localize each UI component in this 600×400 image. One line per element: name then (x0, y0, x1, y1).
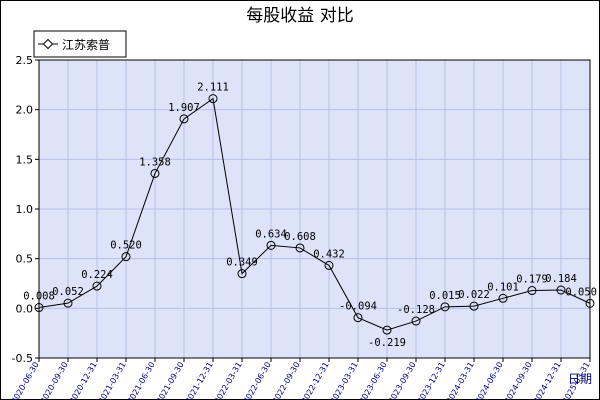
y-tick-label: 2.5 (16, 54, 34, 67)
data-point (411, 316, 421, 326)
legend-marker-icon (42, 38, 54, 50)
data-label: 0.184 (545, 273, 577, 285)
x-tick-label: 2024-09-30 (503, 361, 534, 400)
data-label: 0.179 (516, 274, 548, 286)
data-point (179, 114, 189, 124)
x-tick-label: 2020-12-31 (68, 361, 99, 400)
data-point (585, 298, 595, 308)
data-point (324, 260, 334, 270)
data-label: 2.111 (197, 82, 229, 94)
data-point (527, 286, 537, 296)
y-tick-label: 2.0 (16, 104, 34, 117)
data-label: 0.520 (110, 240, 142, 252)
data-label: 0.052 (52, 286, 84, 298)
data-point (469, 301, 479, 311)
data-label: 0.101 (487, 281, 519, 293)
data-point (295, 243, 305, 253)
chart-title: 每股收益 对比 (246, 6, 353, 26)
series-line-path (38, 97, 591, 331)
data-label: 0.349 (226, 257, 258, 269)
x-tick-label: 2021-03-31 (97, 361, 128, 400)
legend: 江苏索普 (33, 30, 127, 58)
data-point (92, 281, 102, 291)
x-tick-label: 2024-03-31 (445, 361, 476, 400)
data-label: 0.224 (81, 269, 113, 281)
x-tick-label: 2021-12-31 (184, 361, 215, 400)
data-point (556, 285, 566, 295)
y-tick-label: 1.0 (16, 203, 34, 216)
y-tick-label: -0.5 (12, 352, 33, 365)
data-label: 0.015 (429, 290, 461, 302)
data-label: 1.358 (139, 156, 171, 168)
x-tick-label: 2023-12-31 (416, 361, 447, 400)
x-tick-label: 2023-09-30 (387, 361, 418, 400)
data-label: -0.094 (339, 301, 377, 313)
data-point (121, 252, 131, 262)
x-axis-label: 日期 (568, 372, 592, 386)
data-point (266, 240, 276, 250)
data-label: -0.128 (397, 304, 435, 316)
data-point (382, 325, 392, 335)
x-tick-label: 2023-06-30 (358, 361, 389, 400)
data-label: -0.219 (368, 337, 406, 349)
data-label: 0.008 (23, 291, 55, 303)
grid-lines (38, 59, 591, 359)
data-point (208, 94, 218, 104)
x-tick-label: 2022-06-30 (242, 361, 273, 400)
data-point (150, 168, 160, 178)
y-tick-label: 1.5 (16, 153, 34, 166)
data-point (353, 313, 363, 323)
data-label: 0.608 (284, 231, 316, 243)
y-tick-label: 0.0 (16, 302, 34, 315)
data-point (34, 303, 44, 313)
y-tick-label: 0.5 (16, 253, 34, 266)
data-label: 0.022 (458, 289, 490, 301)
data-point (63, 298, 73, 308)
x-tick-label: 2023-03-31 (329, 361, 360, 400)
x-tick-label: 2020-06-30 (10, 361, 41, 400)
x-tick-label: 2024-12-31 (532, 361, 563, 400)
data-label: 0.634 (255, 228, 287, 240)
data-point (237, 269, 247, 279)
data-label: 1.907 (168, 102, 200, 114)
legend-label: 江苏索普 (62, 38, 110, 52)
x-tick-label: 2022-09-30 (271, 361, 302, 400)
data-point (498, 293, 508, 303)
x-tick-label: 2020-09-30 (39, 361, 70, 400)
data-label: 0.432 (313, 248, 345, 260)
x-tick-label: 2021-09-30 (155, 361, 186, 400)
data-point (440, 302, 450, 312)
x-tick-label: 2021-06-30 (126, 361, 157, 400)
x-tick-label: 2024-06-30 (474, 361, 505, 400)
data-label: 0.050 (565, 286, 597, 298)
y-axis-ticks: 2.5 2.0 1.5 1.0 0.5 0.0 -0.5 (12, 54, 39, 365)
x-tick-label: 2022-03-31 (213, 361, 244, 400)
x-axis-ticks: 2020-06-302020-09-302020-12-312021-03-31… (10, 358, 592, 400)
x-tick-label: 2022-12-31 (300, 361, 331, 400)
